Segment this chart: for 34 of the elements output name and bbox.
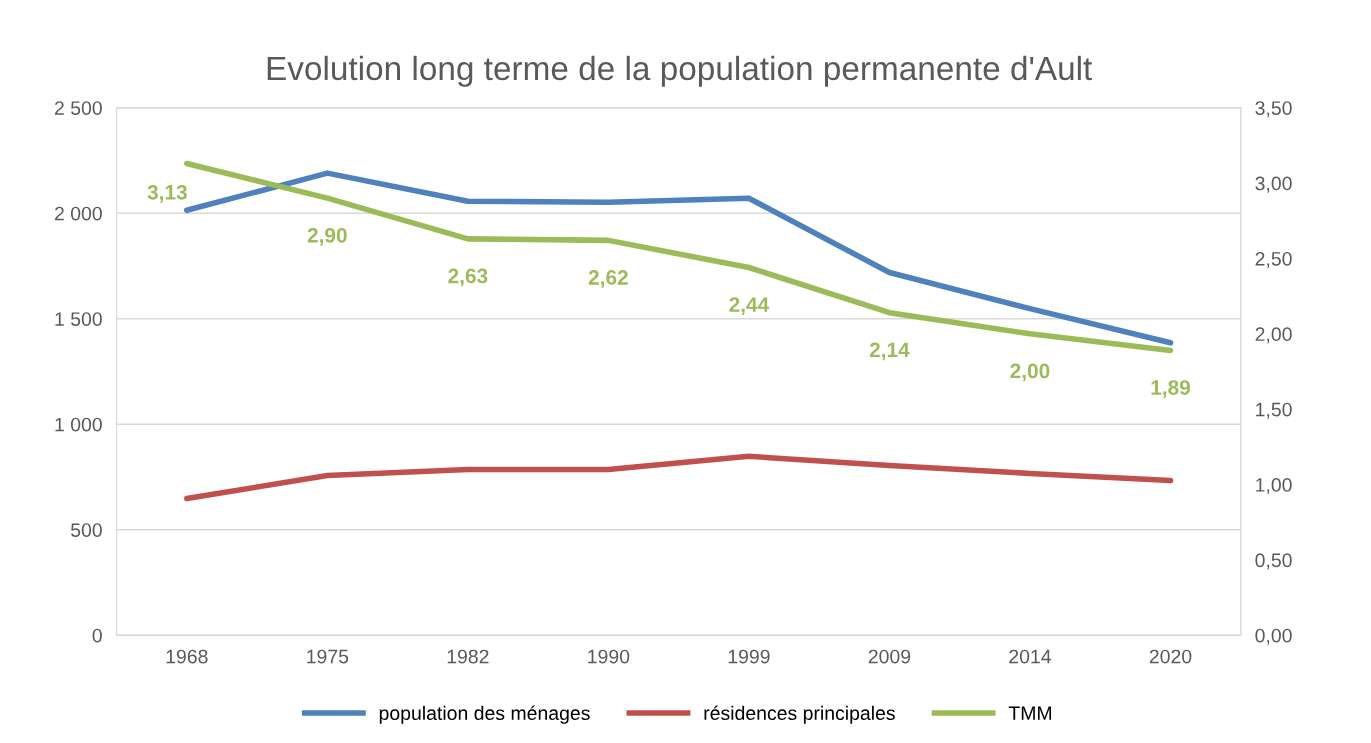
y2-tick-label: 0,00 [1255, 628, 1292, 645]
data-label: 2,00 [1010, 363, 1050, 382]
y2-tick-label: 1,50 [1256, 402, 1292, 419]
data-label: 2,62 [588, 270, 628, 288]
x-tick-label: 2009 [868, 649, 911, 664]
y-tick-label: 1 000 [55, 417, 102, 432]
x-tick-label: 1968 [166, 649, 208, 664]
data-label: 3,13 [147, 184, 187, 203]
y2-tick-label: 3,50 [1255, 101, 1292, 118]
data-label: 2,90 [307, 227, 347, 246]
y2-tick-label: 2,50 [1255, 251, 1292, 268]
y-tick-label: 0 [92, 628, 102, 643]
x-tick-label: 2020 [1149, 649, 1192, 664]
data-label: 2,44 [729, 297, 770, 315]
y-tick-label: 1 500 [55, 312, 102, 326]
y2-tick-label: 3,00 [1255, 176, 1292, 193]
y-tick-label: 500 [70, 523, 102, 537]
chart-title: Evolution long terme de la population permanente d'Ault [267, 55, 1093, 87]
x-tick-label: 1982 [447, 649, 489, 664]
y2-tick-label: 0,50 [1255, 553, 1292, 570]
y-tick-label: 2 500 [54, 101, 102, 115]
legend-label: population des ménages [379, 705, 590, 724]
y2-tick-label: 1,00 [1256, 478, 1292, 495]
y-tick-label: 2 000 [54, 206, 102, 221]
legend-label: TMM [1008, 706, 1052, 720]
y2-tick-label: 2,00 [1255, 327, 1292, 344]
x-tick-label: 1975 [307, 649, 349, 664]
data-label: 2,63 [448, 268, 488, 287]
data-label: 1,89 [1151, 380, 1190, 398]
legend-label: résidences principales [704, 705, 895, 724]
data-label: 2,14 [869, 342, 910, 361]
x-tick-label: 1999 [728, 649, 770, 664]
x-tick-label: 2014 [1009, 649, 1052, 664]
x-tick-label: 1990 [588, 649, 630, 664]
